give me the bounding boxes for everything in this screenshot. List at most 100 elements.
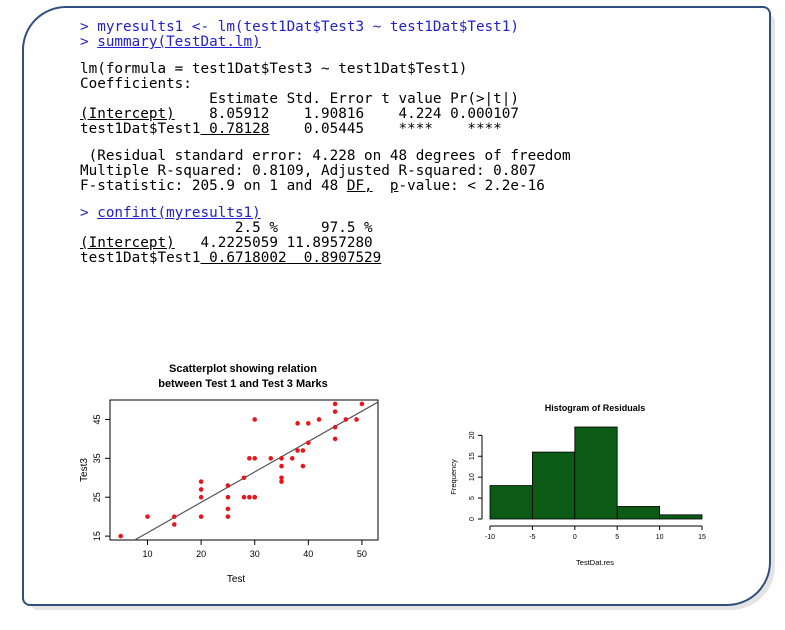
scatter-point (252, 494, 258, 500)
coef-row-test1-name: test1Dat$Test1 (80, 121, 201, 137)
hist-x-tick-label: 0 (573, 534, 577, 541)
ci-row-intercept-values: 4.2225059 11.8957280 (174, 235, 373, 251)
hist-x-axis-label: TestDat.res (576, 558, 614, 567)
scatter-point (225, 483, 231, 488)
scatter-x-tick-label: 50 (357, 549, 367, 559)
coef-table-header: Estimate Std. Error t value Pr(>|t|) (80, 91, 519, 107)
r-squared-line: Multiple R-squared: 0.8109, Adjusted R-s… (80, 163, 537, 179)
scatter-point (359, 401, 365, 407)
scatter-point (332, 401, 338, 407)
scatter-point (118, 533, 124, 539)
scatter-y-tick-label: 25 (92, 492, 102, 502)
hist-y-tick-label: 15 (469, 452, 476, 460)
scatter-point (198, 494, 204, 500)
hist-x-tick-label: 10 (656, 534, 664, 541)
scatter-point (241, 475, 247, 481)
ci-row-test1-name: test1Dat$Test1 (80, 250, 201, 266)
scatter-point (279, 456, 284, 461)
histogram-bar (616, 506, 660, 520)
residual-se-line: (Residual standard error: 4.228 on 48 de… (80, 148, 571, 164)
ci-table-header: 2.5 % 97.5 % (80, 220, 373, 236)
hist-y-tick-label: 10 (469, 473, 476, 481)
scatter-title-line2: between Test 1 and Test 3 Marks (158, 378, 328, 390)
hist-x-tick-label: -5 (529, 534, 535, 541)
command-summary: > summary(TestDat.lm) (80, 34, 261, 50)
scatter-title-line1: Scatterplot showing relation (169, 363, 317, 375)
scatter-point (332, 409, 338, 414)
scatter-y-tick-label: 35 (92, 453, 102, 463)
prompt: > (80, 34, 98, 50)
scatter-point (241, 494, 247, 500)
hist-y-tick-label: 5 (469, 496, 476, 500)
scatter-data-layer: 10 20 30 40 50 15 25 35 45 (92, 401, 379, 559)
scatter-point (225, 494, 231, 500)
hist-x-tick-label: -10 (485, 534, 495, 541)
command-confint: > confint(myresults1) (80, 205, 261, 221)
scatter-point (332, 424, 338, 430)
scatter-point (306, 440, 311, 446)
scatter-x-axis-label: Test (227, 574, 246, 585)
slide-frame (22, 6, 771, 606)
histogram-data-layer: -10 -5 0 5 10 15 0 5 10 15 20 (469, 426, 706, 541)
hist-x-tick-label: 5 (615, 534, 619, 541)
scatter-point (247, 494, 252, 500)
scatter-point (225, 506, 231, 512)
scatter-point (252, 417, 258, 422)
scatter-plot-box (109, 399, 379, 541)
scatter-y-tick-label: 45 (92, 414, 102, 424)
scatter-point (300, 463, 306, 469)
histogram-bar (659, 514, 703, 520)
prompt: > (80, 205, 98, 221)
ci-row-test1-values: 0.6718002 0.8907529 (200, 250, 382, 266)
hist-y-tick-label: 20 (469, 431, 476, 439)
regression-line (134, 401, 379, 541)
scatter-point (332, 436, 338, 442)
histogram-bar (489, 485, 533, 520)
scatter-point (289, 456, 295, 461)
confint-call: confint(myresults1) (97, 205, 261, 221)
hist-y-tick-label: 0 (469, 517, 476, 521)
scatter-y-tick-label: 15 (92, 531, 102, 541)
scatter-point (306, 421, 311, 426)
hist-title: Histogram of Residuals (545, 403, 646, 413)
scatter-point (295, 421, 300, 426)
summary-call: summary(TestDat.lm) (97, 34, 261, 50)
scatter-point (295, 448, 300, 453)
hist-x-tick-label: 15 (698, 534, 706, 541)
scatter-point (225, 514, 231, 519)
scatter-point (300, 448, 306, 453)
scatter-point (198, 487, 204, 492)
scatter-point (172, 522, 177, 527)
histogram-bar (532, 451, 576, 520)
scatter-point (279, 475, 284, 481)
scatter-y-axis-label: Test3 (79, 458, 90, 482)
r-console-output: > myresults1 <- lm(test1Dat$Test3 ~ test… (80, 20, 571, 266)
scatter-point (343, 417, 349, 422)
scatter-point (268, 456, 274, 461)
scatter-point (252, 456, 258, 461)
histogram-bar (574, 426, 618, 520)
ci-row-intercept-name: (Intercept) (80, 235, 175, 251)
coef-row-intercept-name: (Intercept) (80, 106, 175, 122)
scatter-point (247, 456, 252, 461)
coef-row-intercept-values: 8.05912 1.90816 4.224 0.000107 (174, 106, 519, 122)
coef-row-test1-estimate: 0.78128 (200, 121, 270, 137)
scatter-point (279, 463, 284, 469)
scatter-point (198, 514, 204, 519)
scatter-x-tick-label: 40 (303, 549, 313, 559)
scatter-x-tick-label: 20 (196, 549, 206, 559)
histogram-chart: Histogram of Residuals -10 -5 0 5 10 15 0 5 10 15… (449, 403, 706, 567)
scatter-x-tick-label: 30 (250, 549, 260, 559)
scatter-point (279, 479, 284, 484)
scatter-point (354, 417, 359, 422)
coef-row-test1-values: 0.05445 **** **** (269, 121, 502, 137)
f-statistic-line: F-statistic: 205.9 on 1 and 48 DF, p-val… (80, 178, 545, 194)
scatter-point (316, 417, 322, 422)
command-lm: > myresults1 <- lm(test1Dat$Test3 ~ test… (80, 19, 519, 35)
formula-line: lm(formula = test1Dat$Test3 ~ test1Dat$T… (80, 61, 468, 77)
scatter-point (145, 514, 150, 519)
scatter-point (172, 514, 177, 519)
scatterplot-chart: Scatterplot showing relation between Tes… (79, 363, 379, 585)
coefficients-title: Coefficients: (80, 76, 192, 92)
hist-y-axis-label: Frequency (449, 459, 458, 495)
